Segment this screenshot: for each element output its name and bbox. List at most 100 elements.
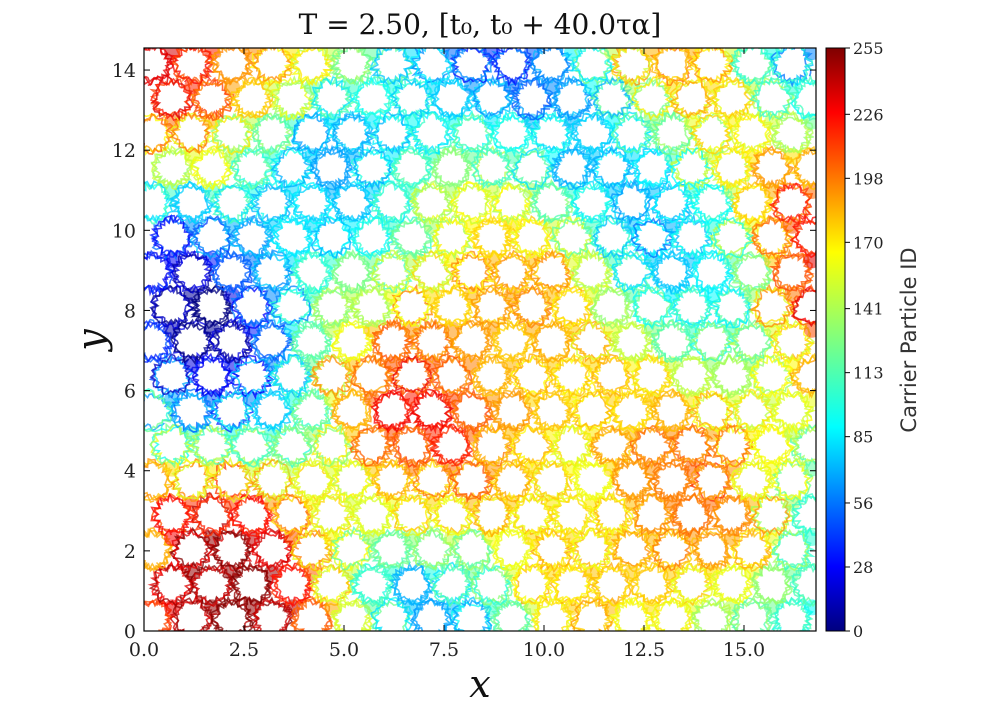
trajectory-path	[490, 182, 533, 226]
y-tick-label: 8	[124, 300, 136, 322]
cage-hole	[780, 52, 804, 75]
cage-hole	[200, 156, 224, 180]
cage-hole	[240, 87, 264, 110]
trajectory-path	[532, 320, 576, 364]
trajectory-path	[144, 598, 173, 631]
cage-hole	[540, 469, 564, 492]
cage-hole	[180, 122, 204, 145]
trajectory-path	[670, 354, 715, 400]
cage-hole	[240, 364, 264, 388]
trajectory-path	[429, 563, 473, 608]
cage-hole	[600, 434, 624, 457]
cage-hole	[500, 260, 524, 284]
trajectory-path	[471, 492, 514, 538]
cage-hole	[540, 538, 564, 561]
cage-hole	[360, 503, 384, 527]
cage-hole	[580, 122, 604, 145]
cage-hole	[780, 191, 804, 214]
trajectory-path	[231, 144, 273, 190]
cage-hole	[680, 503, 704, 527]
trajectory-path	[611, 250, 655, 293]
trajectory-path	[490, 389, 533, 432]
cage-hole	[160, 295, 184, 318]
trajectory-path	[189, 214, 236, 261]
cage-hole	[460, 330, 484, 353]
trajectory-path	[689, 597, 733, 631]
trajectory-path	[570, 48, 613, 82]
trajectory-path	[269, 563, 315, 607]
colorbar-tick-label: 56	[853, 494, 873, 513]
cage-hole	[600, 364, 624, 388]
cage-hole	[200, 434, 224, 457]
cage-hole	[740, 122, 764, 145]
trajectory-path	[330, 179, 375, 222]
cage-hole	[320, 364, 344, 388]
trajectory-path	[409, 249, 454, 296]
trajectory-path	[791, 562, 816, 606]
trajectory-path	[250, 181, 293, 225]
trajectory-path	[573, 48, 614, 85]
trajectory-path	[388, 285, 431, 328]
trajectory-cluster	[644, 48, 660, 61]
trajectory-path	[450, 599, 493, 631]
cage-hole	[720, 364, 744, 388]
cage-hole	[300, 607, 324, 631]
trajectory-path	[471, 74, 515, 119]
trajectory-path	[551, 497, 594, 537]
cage-hole	[400, 434, 424, 457]
cage-hole	[500, 469, 524, 492]
cage-hole	[520, 156, 544, 180]
colorbar-tick-label: 85	[853, 428, 873, 447]
trajectory-path	[368, 181, 415, 224]
trajectory-path	[310, 75, 354, 121]
trajectory-path	[791, 493, 816, 539]
trajectory-path	[793, 146, 816, 190]
trajectory-path	[431, 284, 475, 326]
trajectory-path	[570, 527, 613, 573]
trajectory-path	[209, 318, 254, 365]
trajectory-path	[490, 182, 534, 226]
cage-hole	[660, 52, 684, 75]
cage-hole	[620, 122, 644, 145]
cage-hole	[300, 122, 324, 145]
trajectory-path	[368, 528, 414, 569]
trajectory-path	[390, 562, 430, 606]
trajectory-path	[450, 529, 495, 571]
trajectory-path	[531, 459, 573, 501]
trajectory-path	[729, 458, 774, 503]
trajectory-path	[248, 527, 294, 570]
cage-hole	[180, 469, 204, 492]
cage-hole	[720, 295, 744, 318]
cage-hole	[144, 330, 164, 353]
trajectory-path	[508, 215, 554, 259]
colorbar-tick-label: 226	[853, 105, 884, 124]
cage-hole	[480, 295, 504, 318]
cage-hole	[360, 87, 384, 110]
trajectory-path	[390, 356, 435, 396]
cage-hole	[560, 503, 584, 527]
trajectory-path	[569, 110, 615, 155]
cage-hole	[300, 330, 324, 353]
cage-hole	[280, 87, 304, 110]
cage-hole	[760, 364, 784, 388]
cage-hole	[260, 607, 284, 631]
cage-hole	[300, 538, 324, 561]
trajectory-path	[731, 527, 773, 573]
cage-hole	[460, 469, 484, 492]
trajectory-path	[310, 215, 353, 260]
trajectory-path	[790, 354, 816, 399]
cage-hole	[420, 260, 444, 284]
trajectory-path	[249, 250, 292, 293]
cage-hole	[280, 434, 304, 457]
trajectory-path	[492, 320, 533, 363]
cage-hole	[260, 538, 284, 561]
cage-hole	[320, 226, 344, 249]
x-tick-label: 5.0	[329, 639, 359, 661]
colorbar	[825, 47, 846, 632]
cage-hole	[380, 191, 404, 214]
cage-hole	[800, 226, 816, 249]
cage-hole	[200, 295, 224, 318]
trajectory-path	[230, 421, 272, 469]
cage-hole	[680, 573, 704, 596]
